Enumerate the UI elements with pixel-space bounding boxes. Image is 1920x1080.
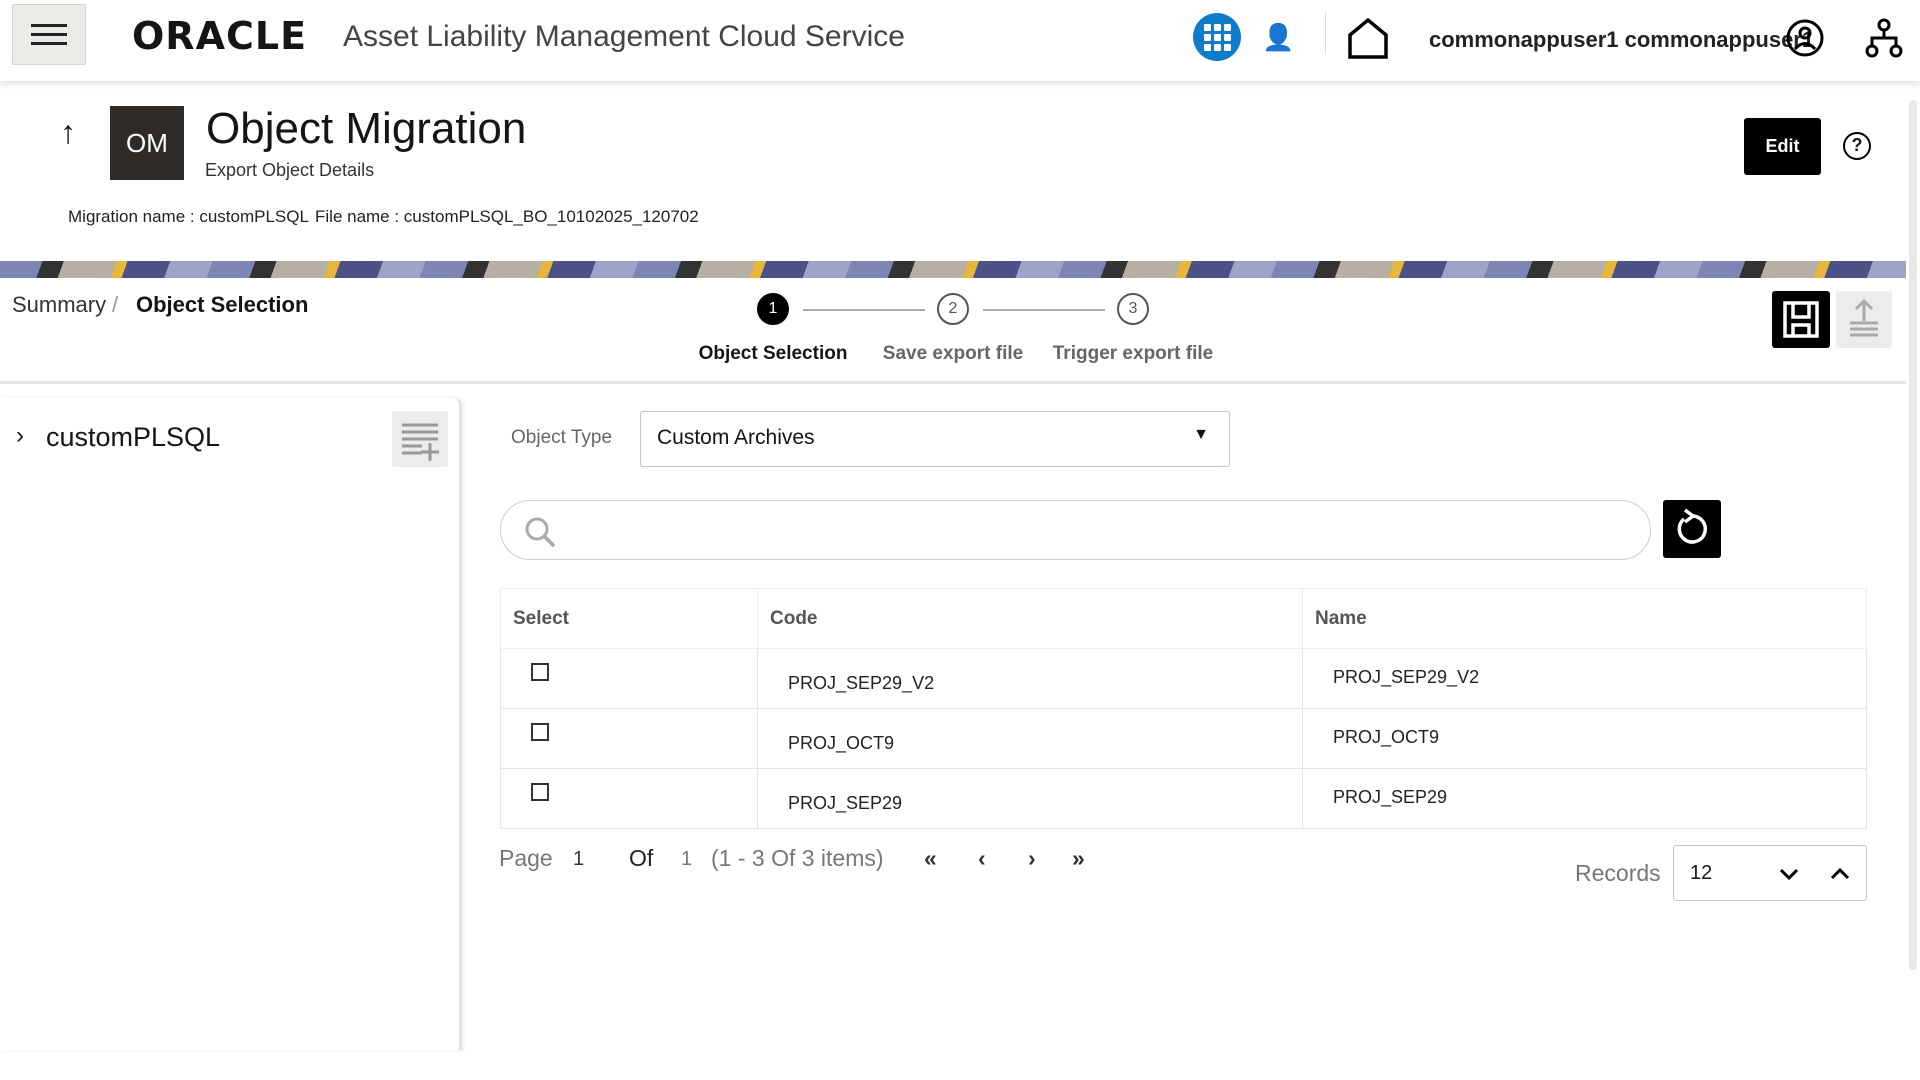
search-icon — [525, 517, 556, 548]
home-icon[interactable] — [1347, 17, 1389, 59]
back-up-arrow-icon[interactable]: ↑ — [60, 114, 76, 150]
page-title: Object Migration — [206, 104, 527, 153]
cell-code: PROJ_SEP29_V2 — [757, 648, 1303, 709]
column-header-select[interactable]: Select — [500, 588, 758, 649]
file-name: File name : customPLSQL_BO_10102025_1207… — [315, 207, 699, 226]
object-tree-panel: › customPLSQL — [0, 398, 462, 1050]
cell-name: PROJ_SEP29_V2 — [1302, 648, 1867, 709]
object-type-value: Custom Archives — [657, 426, 815, 449]
breadcrumb-summary[interactable]: Summary — [12, 292, 107, 317]
step-3[interactable]: 3 — [1117, 293, 1149, 325]
object-badge: OM — [110, 106, 184, 180]
step-1-label: Object Selection — [698, 343, 848, 364]
step-connector — [803, 309, 925, 311]
records-label: Records — [1575, 860, 1661, 886]
upload-button[interactable] — [1836, 291, 1892, 348]
step-1[interactable]: 1 — [757, 293, 789, 325]
tree-item-customplsql[interactable]: customPLSQL — [46, 422, 221, 452]
hierarchy-icon[interactable] — [1864, 18, 1904, 60]
cell-code: PROJ_OCT9 — [757, 708, 1303, 769]
refresh-icon — [1677, 508, 1708, 544]
edit-button[interactable]: Edit — [1744, 118, 1821, 175]
table-row: PROJ_SEP29 PROJ_SEP29 — [500, 768, 1867, 829]
add-list-button[interactable] — [392, 411, 448, 467]
section-divider — [0, 381, 1906, 384]
column-header-name[interactable]: Name — [1302, 588, 1867, 649]
chevron-up-icon[interactable] — [1829, 864, 1851, 884]
hamburger-menu-button[interactable] — [12, 4, 86, 65]
table-header-row: Select Code Name — [500, 588, 1867, 649]
cell-name: PROJ_OCT9 — [1302, 708, 1867, 769]
chevron-down-icon[interactable] — [1778, 864, 1800, 884]
records-per-page-stepper[interactable]: 12 — [1673, 845, 1867, 901]
row-checkbox[interactable] — [531, 723, 549, 741]
save-button[interactable] — [1772, 291, 1830, 348]
list-add-icon — [402, 423, 439, 461]
header-divider — [1325, 12, 1326, 54]
cell-code: PROJ_SEP29 — [757, 768, 1303, 829]
reset-button[interactable] — [1663, 500, 1721, 558]
search-input[interactable] — [571, 511, 1631, 549]
migration-name: Migration name : customPLSQL — [68, 207, 309, 226]
search-field[interactable] — [500, 500, 1651, 560]
object-type-select[interactable]: Custom Archives ▼ — [640, 411, 1230, 467]
next-page-icon[interactable]: › — [1028, 845, 1036, 871]
user-settings-icon[interactable]: 👤 — [1262, 22, 1295, 52]
expand-chevron-icon[interactable]: › — [16, 422, 24, 449]
step-3-label: Trigger export file — [1052, 343, 1214, 364]
step-connector — [983, 309, 1105, 311]
row-checkbox[interactable] — [531, 783, 549, 801]
help-icon[interactable]: ? — [1843, 132, 1871, 160]
dropdown-caret-icon: ▼ — [1193, 426, 1209, 443]
total-pages: 1 — [681, 848, 693, 870]
username[interactable]: commonappuser1 commonappuser1 — [1429, 27, 1815, 52]
page-number-input[interactable]: 1 — [573, 848, 585, 870]
first-page-icon[interactable]: « — [924, 845, 937, 871]
objects-table: Select Code Name PROJ_SEP29_V2 PROJ_SEP29… — [500, 588, 1867, 829]
page-label: Page — [499, 845, 553, 871]
records-value: 12 — [1690, 862, 1713, 884]
cell-name: PROJ_SEP29 — [1302, 768, 1867, 829]
row-checkbox[interactable] — [531, 663, 549, 681]
upload-icon — [1850, 298, 1878, 337]
app-grid-icon[interactable] — [1193, 13, 1241, 61]
save-icon — [1783, 301, 1819, 338]
table-row: PROJ_SEP29_V2 PROJ_SEP29_V2 — [500, 648, 1867, 709]
page-subtitle: Export Object Details — [205, 160, 375, 180]
items-summary: (1 - 3 Of 3 items) — [711, 845, 884, 871]
column-header-code[interactable]: Code — [757, 588, 1303, 649]
breadcrumb-separator: / — [112, 292, 119, 317]
prev-page-icon[interactable]: ‹ — [978, 845, 986, 871]
account-icon[interactable] — [1785, 18, 1825, 58]
breadcrumb-current: Object Selection — [136, 292, 309, 317]
table-row: PROJ_OCT9 PROJ_OCT9 — [500, 708, 1867, 769]
app-title: Asset Liability Management Cloud Service — [343, 20, 905, 53]
object-type-label: Object Type — [511, 427, 613, 448]
vertical-scrollbar[interactable] — [1909, 100, 1917, 970]
of-label: Of — [629, 845, 654, 871]
top-bar: ORACLE Asset Liability Management Cloud … — [0, 0, 1920, 81]
last-page-icon[interactable]: » — [1072, 845, 1085, 871]
oracle-logo: ORACLE — [132, 14, 308, 58]
decorative-banner — [0, 261, 1906, 278]
step-2[interactable]: 2 — [937, 293, 969, 325]
step-2-label: Save export file — [882, 343, 1024, 364]
